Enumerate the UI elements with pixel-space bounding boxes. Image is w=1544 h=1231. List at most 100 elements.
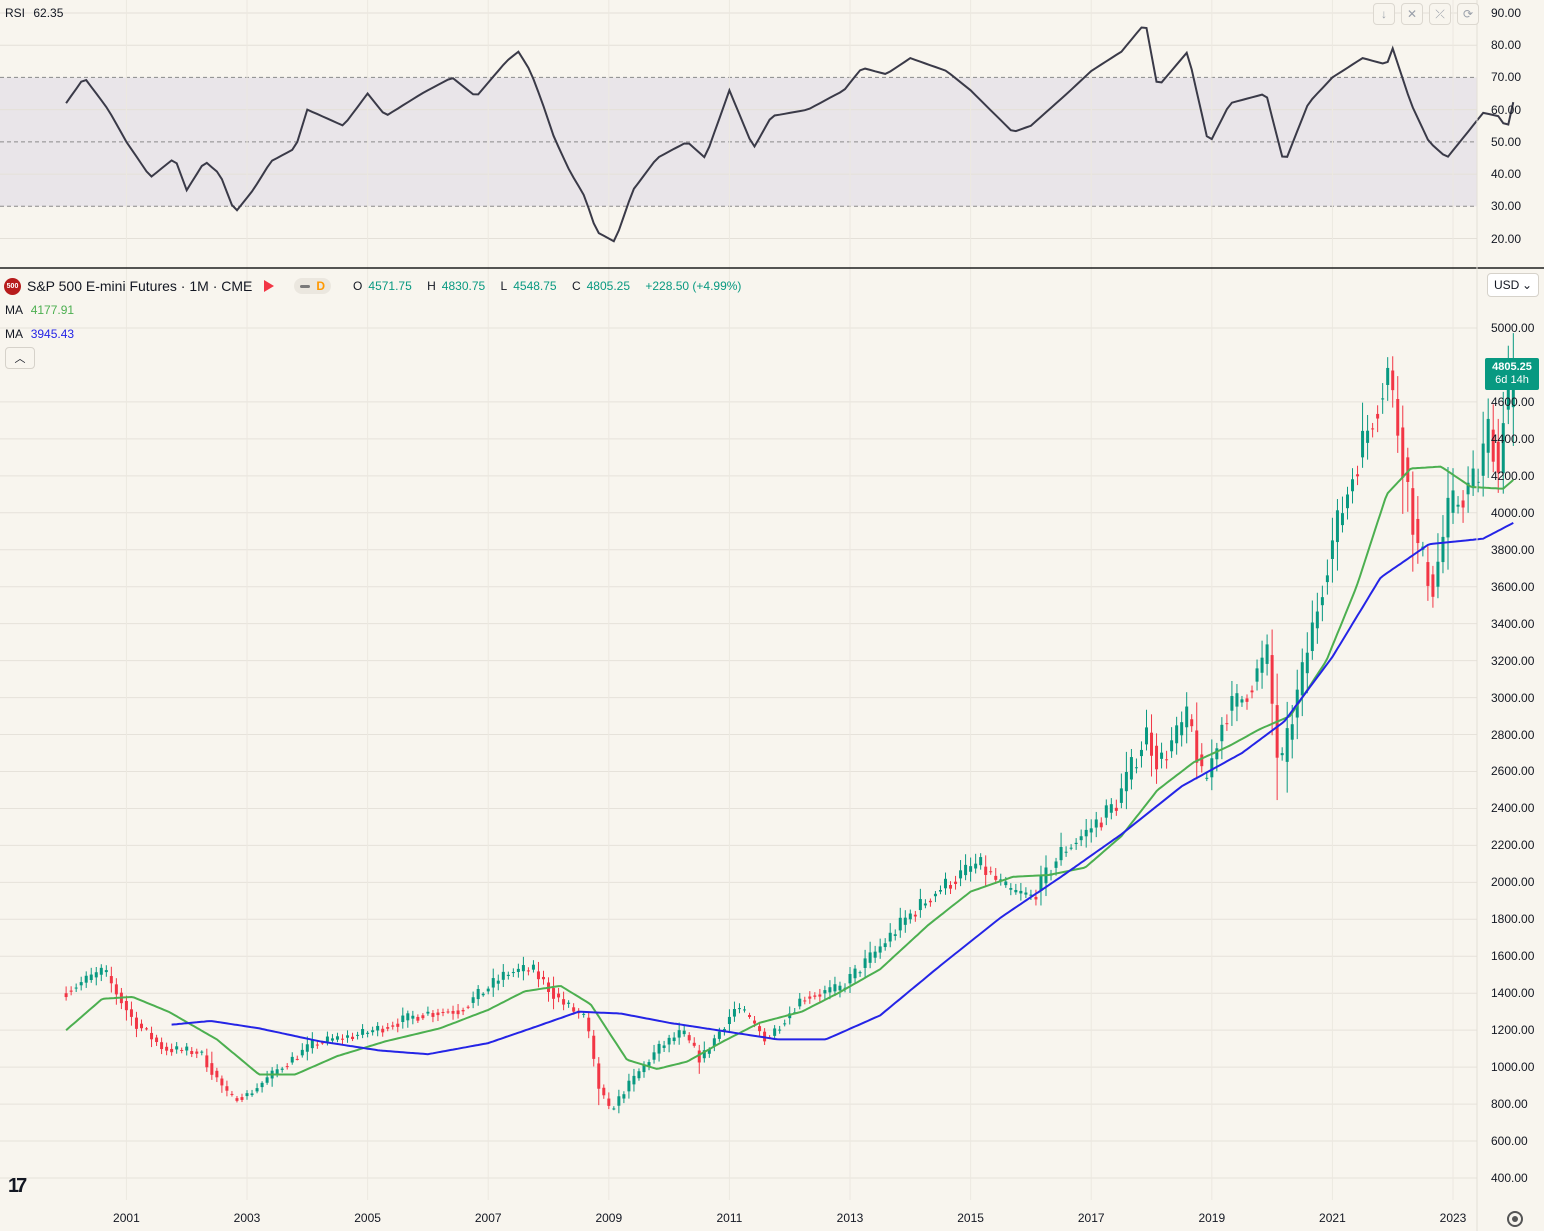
candle-body [913, 914, 917, 917]
candle-body [1185, 706, 1189, 728]
candle-body [1406, 457, 1410, 482]
candle-body [1416, 518, 1420, 544]
candle-body [531, 964, 535, 970]
candle-body [491, 978, 495, 988]
candle-body [1190, 719, 1194, 727]
price-axis-tick: 3600.00 [1491, 579, 1535, 594]
candle-body [1134, 767, 1138, 769]
candle-body [667, 1037, 671, 1045]
price-axis-tick: 800.00 [1491, 1097, 1528, 1112]
candle-body [1019, 890, 1023, 894]
candle-body [255, 1088, 259, 1092]
flag-icon[interactable] [264, 280, 275, 292]
candle-body [165, 1046, 169, 1051]
candle-body [652, 1052, 656, 1060]
candle-body [346, 1035, 350, 1038]
candle-body [496, 980, 500, 984]
candle-body [808, 996, 812, 999]
collapse-pane-button[interactable]: ⤫ [1429, 3, 1451, 25]
ma-legend-fast[interactable]: MA 4177.91 [5, 303, 75, 317]
candle-body [1391, 370, 1395, 391]
time-axis-tick: 2019 [1198, 1211, 1226, 1225]
candle-body [954, 881, 958, 884]
rsi-axis-tick: 40.00 [1491, 167, 1522, 182]
market-status-pill[interactable]: D [294, 278, 332, 294]
candle-body [421, 1015, 425, 1019]
change-value: +228.50 (+4.99%) [645, 279, 742, 293]
candle-body [1491, 429, 1495, 462]
candle-body [898, 917, 902, 931]
chevron-down-icon: ⌄ [1521, 278, 1532, 292]
candle-body [1351, 479, 1355, 492]
close-pane-button[interactable]: ✕ [1401, 3, 1423, 25]
collapse-legend-button[interactable]: ︿ [5, 347, 35, 369]
candle-body [1361, 430, 1365, 458]
candle-body [1396, 398, 1400, 436]
candle-body [1109, 804, 1113, 813]
candle-body [1340, 513, 1344, 526]
candle-body [356, 1034, 360, 1036]
candle-body [215, 1070, 219, 1078]
candle-body [94, 972, 98, 978]
candle-body [1084, 829, 1088, 837]
candle-body [1094, 819, 1098, 828]
candle-body [170, 1048, 174, 1053]
candle-body [486, 988, 490, 992]
candle-body [1345, 494, 1349, 509]
candle-body [84, 975, 88, 983]
candle-body [1099, 822, 1103, 828]
candle-body [1165, 759, 1169, 761]
candle-body [1225, 723, 1229, 725]
candle-body [536, 971, 540, 980]
ma-slow-line [171, 522, 1514, 1056]
candle-body [99, 967, 103, 975]
candle-body [441, 1012, 445, 1014]
rsi-value: 62.35 [33, 6, 64, 20]
candle-body [823, 990, 827, 994]
candle-body [748, 1015, 752, 1017]
price-axis-tick: 3000.00 [1491, 690, 1535, 705]
gear-icon[interactable] [1507, 1211, 1523, 1227]
candle-body [1119, 788, 1123, 803]
price-axis-tick: 2000.00 [1491, 875, 1535, 890]
candle-body [371, 1030, 375, 1033]
maximize-pane-button[interactable]: ⟳ [1457, 3, 1479, 25]
price-axis-tick: 600.00 [1491, 1134, 1528, 1149]
ma-legend-slow[interactable]: MA 3945.43 [5, 327, 75, 341]
price-axis-tick: 3400.00 [1491, 616, 1535, 631]
candle-body [632, 1075, 636, 1085]
rsi-line [65, 26, 1515, 243]
symbol-title[interactable]: S&P 500 E-mini Futures · 1M · CME [27, 278, 253, 294]
candle-body [1381, 398, 1385, 400]
candle-body [225, 1086, 229, 1091]
time-axis-tick: 2013 [836, 1211, 864, 1225]
candle-body [245, 1093, 249, 1097]
candle-body [677, 1030, 681, 1038]
price-axis-tick: 1600.00 [1491, 949, 1535, 964]
candle-body [1305, 652, 1309, 674]
candle-body [888, 932, 892, 942]
candle-body [662, 1045, 666, 1048]
time-axis-tick: 2007 [474, 1211, 502, 1225]
candle-body [230, 1093, 234, 1095]
candle-body [682, 1030, 686, 1035]
currency-select[interactable]: USD ⌄ [1487, 273, 1539, 297]
candle-body [351, 1036, 355, 1040]
candle-body [1386, 367, 1390, 385]
candle-body [833, 984, 837, 992]
tradingview-logo-icon[interactable]: 17 [8, 1175, 27, 1197]
rsi-axis-tick: 70.00 [1491, 70, 1522, 85]
candle-body [637, 1071, 641, 1079]
candle-body [481, 993, 485, 996]
candle-body [883, 943, 887, 948]
candle-body [1255, 668, 1259, 682]
time-axis-tick: 2021 [1319, 1211, 1346, 1225]
candle-body [984, 866, 988, 875]
move-down-button[interactable]: ↓ [1373, 3, 1395, 25]
candle-body [1170, 740, 1174, 752]
candle-body [602, 1087, 606, 1096]
candle-body [1366, 430, 1370, 443]
candle-body [1004, 881, 1008, 886]
candle-body [145, 1028, 149, 1030]
